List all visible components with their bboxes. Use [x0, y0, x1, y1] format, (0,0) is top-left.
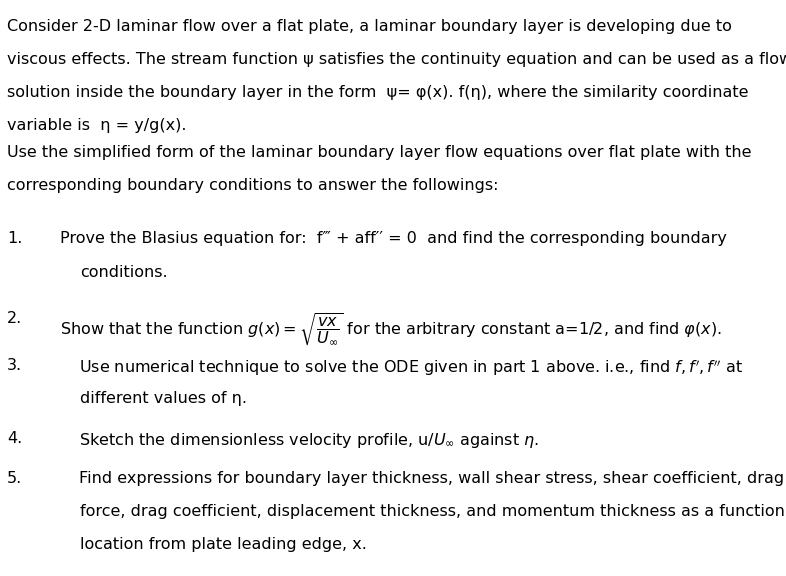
- Text: 3.: 3.: [7, 358, 22, 373]
- Text: different values of η.: different values of η.: [80, 391, 248, 406]
- Text: Consider 2-D laminar flow over a flat plate, a laminar boundary layer is develop: Consider 2-D laminar flow over a flat pl…: [7, 18, 732, 33]
- Text: 5.: 5.: [7, 471, 23, 486]
- Text: corresponding boundary conditions to answer the followings:: corresponding boundary conditions to ans…: [7, 178, 499, 193]
- Text: Use numerical technique to solve the ODE given in part 1 above. i.e., find $f, f: Use numerical technique to solve the ODE…: [79, 358, 743, 378]
- Text: conditions.: conditions.: [80, 264, 168, 279]
- Text: Find expressions for boundary layer thickness, wall shear stress, shear coeffici: Find expressions for boundary layer thic…: [79, 471, 784, 486]
- Text: location from plate leading edge, x.: location from plate leading edge, x.: [80, 537, 367, 552]
- Text: solution inside the boundary layer in the form  ψ= φ(x). f(η), where the similar: solution inside the boundary layer in th…: [7, 85, 749, 100]
- Text: 2.: 2.: [7, 311, 23, 326]
- Text: Sketch the dimensionless velocity profile, u/$U_\infty$ against $\eta$.: Sketch the dimensionless velocity profil…: [79, 431, 538, 450]
- Text: variable is  η = y/g(x).: variable is η = y/g(x).: [7, 118, 187, 133]
- Text: Show that the function $g(x) = \sqrt{\dfrac{vx}{U_\infty}}$ for the arbitrary co: Show that the function $g(x) = \sqrt{\df…: [60, 311, 722, 348]
- Text: force, drag coefficient, displacement thickness, and momentum thickness as a fun: force, drag coefficient, displacement th…: [80, 504, 786, 519]
- Text: 4.: 4.: [7, 431, 23, 446]
- Text: Prove the Blasius equation for:  f‴ + aff′′ = 0  and find the corresponding boun: Prove the Blasius equation for: f‴ + aff…: [60, 232, 727, 247]
- Text: 1.: 1.: [7, 232, 23, 247]
- Text: viscous effects. The stream function ψ satisfies the continuity equation and can: viscous effects. The stream function ψ s…: [7, 52, 786, 67]
- Text: Use the simplified form of the laminar boundary layer flow equations over flat p: Use the simplified form of the laminar b…: [7, 145, 751, 160]
